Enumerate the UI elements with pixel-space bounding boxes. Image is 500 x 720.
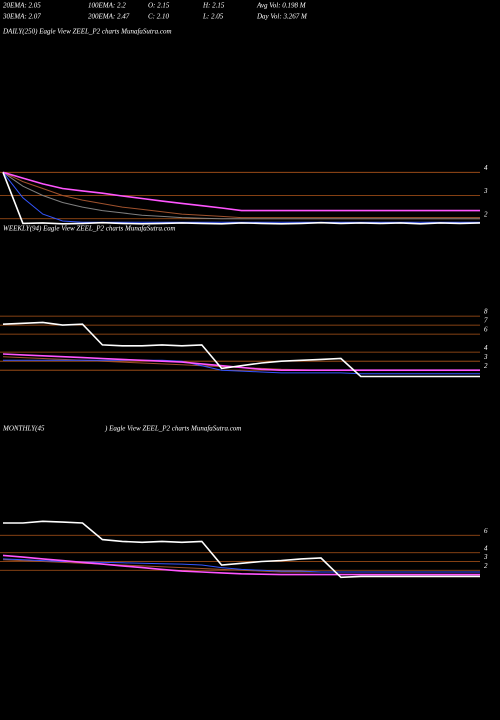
panel-title: WEEKLY(94) Eagle View ZEEL_P2 charts Mun… <box>3 225 175 233</box>
y-tick-label: 3 <box>483 553 488 561</box>
y-tick-label: 2 <box>484 362 488 370</box>
y-tick-label: 8 <box>484 308 488 316</box>
header-stat: 20EMA: 2.05 <box>3 2 41 10</box>
y-tick-label: 4 <box>484 544 488 552</box>
panel-title: DAILY(250) Eagle View ZEEL_P2 charts Mun… <box>2 28 172 36</box>
header-stat: Day Vol: 3.267 M <box>256 13 308 21</box>
header-stat: 100EMA: 2.2 <box>88 2 126 10</box>
y-tick-label: 7 <box>484 317 488 325</box>
price-line <box>2 172 481 225</box>
price-line <box>2 171 480 220</box>
header-stat: Avg Vol: 0.198 M <box>256 2 307 10</box>
price-line <box>2 554 480 576</box>
price-line <box>3 520 480 579</box>
header-stat: H: 2.15 <box>202 2 225 10</box>
y-tick-label: 4 <box>484 344 488 352</box>
y-tick-label: 3 <box>483 187 488 195</box>
header-stat: C: 2.10 <box>148 13 170 21</box>
y-tick-label: 2 <box>484 210 488 218</box>
panel-subtitle: ) Eagle View ZEEL_P2 charts MunafaSutra.… <box>104 425 241 433</box>
price-line <box>3 359 480 375</box>
price-line <box>2 171 480 212</box>
header-stat: O: 2.15 <box>148 2 170 10</box>
header-stat: L: 2.05 <box>202 13 224 21</box>
y-tick-label: 6 <box>484 527 488 535</box>
y-tick-label: 2 <box>484 562 488 570</box>
header-stat: 200EMA: 2.47 <box>88 13 130 21</box>
header-stat: 30EMA: 2.07 <box>2 13 41 21</box>
price-line <box>2 353 480 371</box>
price-line <box>2 321 480 378</box>
y-tick-label: 6 <box>484 326 488 334</box>
price-line <box>2 171 480 219</box>
panel-title: MONTHLY(45 <box>2 425 45 433</box>
y-tick-label: 4 <box>484 164 488 172</box>
y-tick-label: 3 <box>483 353 488 361</box>
